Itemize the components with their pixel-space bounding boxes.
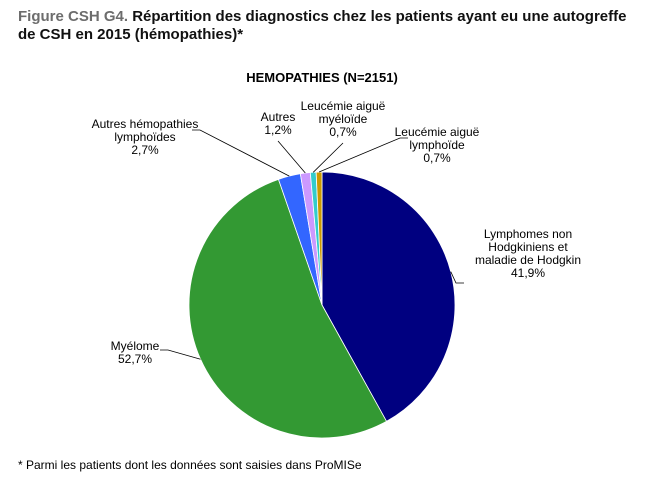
- figure-number: Figure CSH G4.: [18, 8, 129, 25]
- slice-category-label: Lymphomes non: [484, 227, 572, 241]
- slice-category-label: Hodgkiniens et: [488, 240, 568, 254]
- slice-label: Myélome 52,7%: [111, 339, 160, 366]
- slice-category-label: Autres: [261, 110, 296, 124]
- slice-label: Leucémie aiguë lymphoïde 0,7%: [395, 125, 480, 165]
- slice-label: Leucémie aiguë myéloïde 0,7%: [301, 99, 386, 139]
- slice-category-label: Leucémie aiguë: [301, 99, 386, 113]
- slice-category-label: Autres hémopathies: [92, 117, 199, 131]
- slice-category-label: myéloïde: [319, 112, 368, 126]
- slice-value-label: 0,7%: [423, 151, 451, 165]
- slice-value-label: 41,9%: [511, 266, 545, 280]
- slice-category-label: lymphoïdes: [114, 130, 175, 144]
- slice-value-label: 52,7%: [118, 352, 152, 366]
- slice-category-label: Leucémie aiguë: [395, 125, 480, 139]
- slice-category-label: maladie de Hodgkin: [475, 253, 581, 267]
- figure-caption: Répartition des diagnostics chez les pat…: [18, 8, 627, 43]
- slice-labels: Lymphomes non Hodgkiniens et maladie de Ho…: [92, 99, 581, 366]
- leader-line: [277, 140, 306, 174]
- slice-value-label: 0,7%: [329, 125, 357, 139]
- figure-title: Figure CSH G4. Répartition des diagnosti…: [18, 8, 638, 44]
- pie-slice: [315, 171, 323, 306]
- slice-value-label: 2,7%: [131, 143, 159, 157]
- slice-category-label: Myélome: [111, 339, 160, 353]
- leader-line: [450, 271, 464, 284]
- leader-lines: [160, 129, 464, 360]
- slice-label: Autres hémopathies lymphoïdes 2,7%: [92, 117, 199, 157]
- pie-slices: [188, 171, 456, 439]
- slice-label: Autres 1,2%: [261, 110, 296, 137]
- footnote: * Parmi les patients dont les données so…: [18, 458, 362, 472]
- leader-line: [312, 142, 344, 173]
- pie-slice: [321, 171, 456, 422]
- chart-title: HEMOPATHIES (N=2151): [246, 70, 398, 85]
- pie-chart: HEMOPATHIES (N=2151) Lymphomes non Hodgki…: [92, 70, 581, 439]
- slice-category-label: lymphoïde: [409, 138, 465, 152]
- slice-label: Lymphomes non Hodgkiniens et maladie de Ho…: [475, 227, 581, 280]
- slice-value-label: 1,2%: [264, 123, 292, 137]
- leader-line: [160, 349, 201, 360]
- leader-line: [318, 137, 408, 173]
- leader-line: [192, 129, 290, 177]
